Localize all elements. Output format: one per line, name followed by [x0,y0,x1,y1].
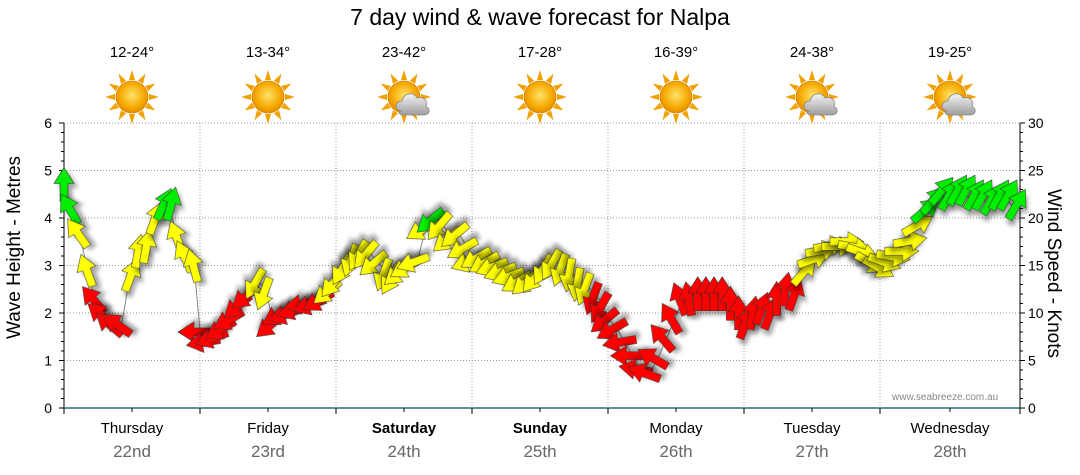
y-right-tick-label: 10 [1028,305,1044,321]
wind-arrow [253,276,274,311]
day-temperature: 23-42° [381,44,427,61]
wind-arrow [441,221,471,247]
wind-arrow [182,248,204,284]
chart-title: 7 day wind & wave forecast for Nalpa [350,4,730,30]
wind-arrow [1004,188,1027,222]
sun-icon [649,70,703,124]
y-right-tick-label: 20 [1028,210,1044,226]
watermark: www.seabreeze.com.au [892,392,999,403]
y-right-tick-label: 0 [1028,400,1036,416]
y-right-tick-label: 5 [1028,353,1036,369]
day-name: Monday [649,420,703,437]
day-temperature: 13-34° [245,44,291,61]
day-date: 26th [659,442,693,461]
wind-arrow [427,210,454,241]
day-date: 22nd [113,442,151,461]
day-name: Tuesday [783,420,841,437]
day-temperature: 17-28° [517,44,563,61]
wind-arrow [661,302,684,336]
y-left-tick-label: 4 [44,210,52,226]
day-name: Friday [247,420,289,437]
day-temperature: 16-39° [653,44,699,61]
day-date: 24th [387,442,421,461]
day-date: 23rd [250,442,286,461]
y-left-tick-label: 0 [44,400,52,416]
y-left-tick-label: 2 [44,305,52,321]
sun-icon [105,70,159,124]
day-temperature: 12-24° [109,44,155,61]
day-date: 27th [795,442,829,461]
wind-arrow [784,277,805,312]
wind-arrow [650,324,677,354]
y-left-tick-label: 6 [44,115,52,131]
day-name: Wednesday [910,420,990,437]
y-right-tick-label: 15 [1028,258,1044,274]
y-right-tick-label: 25 [1028,163,1044,179]
y-left-tick-label: 3 [44,258,52,274]
day-name: Saturday [371,420,437,437]
sun-cloud-icon [923,70,977,124]
y-left-tick-label: 5 [44,163,52,179]
wind-arrow [447,236,480,259]
wind-arrow [136,229,157,265]
wind-arrow [76,253,97,289]
day-temperature: 19-25° [927,44,973,61]
y-left-tick-label: 1 [44,353,52,369]
day-date: 25th [523,442,557,461]
wind-arrow [102,314,134,338]
day-name: Sunday [512,420,568,437]
day-name: Thursday [100,420,164,437]
day-date: 28th [933,442,967,461]
wind-arrow [396,252,431,273]
wind-arrow [359,249,389,276]
y-right-tick-label: 30 [1028,115,1044,131]
wind-arrow [161,186,182,222]
sun-icon [513,70,567,124]
sun-cloud-icon [785,70,839,124]
sun-icon [241,70,295,124]
wind-arrow [637,348,670,371]
wind-arrow [67,218,91,250]
day-temperature: 24-38° [789,44,835,61]
sun-cloud-icon [377,70,431,124]
